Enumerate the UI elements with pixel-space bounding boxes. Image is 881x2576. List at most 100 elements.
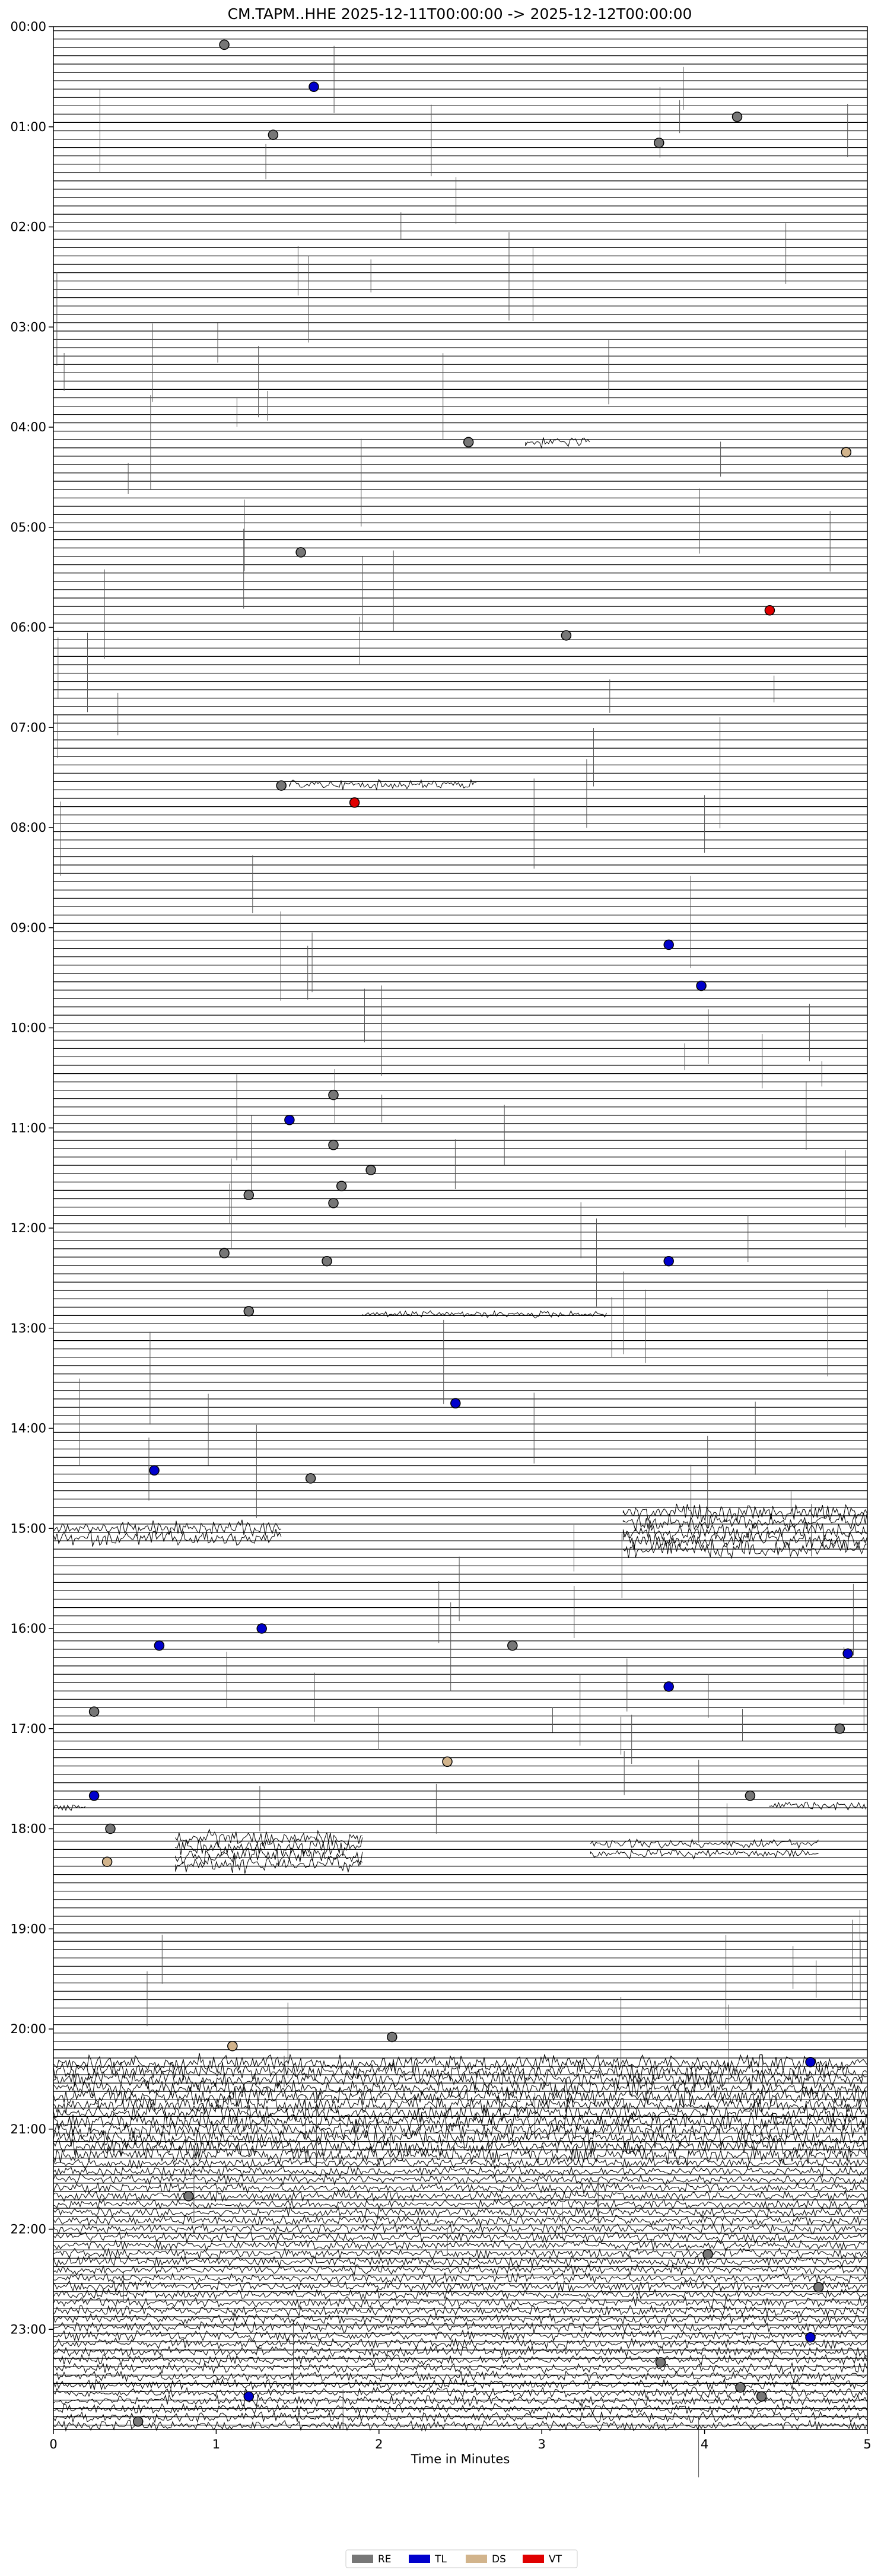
event-marker-tl bbox=[284, 1115, 295, 1125]
event-marker-ds bbox=[841, 447, 852, 457]
event-marker-re bbox=[834, 1723, 845, 1734]
y-tick-label: 00:00 bbox=[10, 20, 46, 34]
y-tick-label: 13:00 bbox=[10, 1321, 46, 1335]
event-marker-re bbox=[735, 2382, 746, 2393]
event-marker-re bbox=[305, 1473, 316, 1484]
event-marker-tl bbox=[154, 1640, 165, 1651]
x-tick-label: 2 bbox=[375, 2437, 383, 2451]
activity-band-0 bbox=[525, 437, 590, 449]
event-marker-ds bbox=[442, 1756, 453, 1767]
event-marker-re bbox=[328, 1140, 339, 1150]
legend-swatch-tl bbox=[409, 2555, 430, 2563]
event-markers bbox=[88, 39, 853, 2427]
event-marker-re bbox=[702, 2249, 713, 2260]
y-tick-label: 07:00 bbox=[10, 720, 46, 734]
event-marker-re bbox=[328, 1089, 339, 1101]
event-marker-re bbox=[328, 1198, 339, 1209]
y-tick-label: 23:00 bbox=[10, 2322, 46, 2336]
y-tick-label: 10:00 bbox=[10, 1021, 46, 1035]
legend-swatch-ds bbox=[466, 2555, 487, 2563]
event-marker-ds bbox=[101, 1856, 113, 1867]
y-axis: 00:00 01:00 02:00 03:00 04:00 05:00 06:00 07:00… bbox=[10, 20, 53, 2336]
activity-bands bbox=[53, 437, 867, 2432]
activity-band-7 bbox=[175, 1828, 363, 1874]
activity-band-10 bbox=[53, 2157, 867, 2432]
event-marker-re bbox=[276, 780, 287, 791]
event-marker-re bbox=[463, 437, 474, 448]
legend-label-ds: DS bbox=[492, 2553, 506, 2565]
event-marker-tl bbox=[88, 1791, 100, 1801]
event-marker-re bbox=[655, 2357, 666, 2368]
event-marker-tl bbox=[243, 2391, 255, 2402]
event-marker-tl bbox=[149, 1465, 160, 1476]
activity-band-9 bbox=[53, 2053, 867, 2166]
event-marker-re bbox=[654, 138, 664, 148]
activity-band-2 bbox=[362, 1310, 607, 1319]
event-marker-re bbox=[243, 1306, 255, 1316]
y-tick-label: 04:00 bbox=[10, 420, 46, 434]
event-marker-re bbox=[813, 2282, 824, 2293]
event-marker-re bbox=[731, 112, 743, 122]
activity-band-1 bbox=[289, 778, 477, 791]
event-marker-tl bbox=[450, 1398, 461, 1409]
y-tick-label: 01:00 bbox=[10, 120, 46, 134]
event-marker-re bbox=[105, 1823, 116, 1834]
y-tick-label: 14:00 bbox=[10, 1421, 46, 1436]
event-marker-tl bbox=[308, 81, 319, 93]
x-tick-label: 1 bbox=[212, 2437, 220, 2451]
y-tick-label: 22:00 bbox=[10, 2222, 46, 2237]
activity-band-4 bbox=[622, 1503, 867, 1560]
event-marker-re bbox=[219, 1248, 230, 1258]
y-tick-label: 21:00 bbox=[10, 2122, 46, 2136]
y-tick-label: 06:00 bbox=[10, 621, 46, 635]
x-axis: 0 1 2 3 4 5 bbox=[49, 2429, 872, 2451]
activity-band-5 bbox=[53, 1804, 86, 1811]
activity-band-6 bbox=[769, 1801, 866, 1811]
trace-baselines bbox=[53, 30, 867, 2426]
event-marker-tl bbox=[663, 1255, 674, 1267]
legend-label-vt: VT bbox=[549, 2553, 562, 2565]
event-marker-re bbox=[295, 547, 306, 558]
x-tick-label: 3 bbox=[538, 2437, 546, 2451]
event-marker-ds bbox=[227, 2040, 238, 2052]
event-marker-re bbox=[243, 1190, 255, 1201]
event-marker-vt bbox=[349, 797, 360, 808]
event-marker-vt bbox=[764, 605, 775, 616]
event-marker-re bbox=[183, 2191, 194, 2202]
legend-swatch-vt bbox=[523, 2555, 544, 2563]
legend: RE TL DS VT bbox=[345, 2549, 578, 2568]
chart-title: CM.TAPM..HHE 2025-12-11T00:00:00 -> 2025… bbox=[228, 5, 692, 23]
activity-band-3 bbox=[53, 1519, 282, 1547]
y-tick-label: 05:00 bbox=[10, 520, 46, 535]
activity-band-8 bbox=[590, 1838, 819, 1860]
x-tick-label: 5 bbox=[863, 2437, 871, 2451]
y-tick-label: 08:00 bbox=[10, 820, 46, 835]
y-tick-label: 09:00 bbox=[10, 921, 46, 935]
event-marker-tl bbox=[805, 2056, 816, 2068]
event-marker-re bbox=[336, 1181, 347, 1191]
x-tick-label: 0 bbox=[49, 2437, 57, 2451]
event-marker-tl bbox=[256, 1623, 267, 1634]
event-marker-tl bbox=[805, 2332, 816, 2343]
y-tick-label: 16:00 bbox=[10, 1621, 46, 1636]
legend-label-re: RE bbox=[378, 2553, 392, 2565]
y-tick-label: 02:00 bbox=[10, 220, 46, 234]
y-tick-label: 03:00 bbox=[10, 320, 46, 334]
event-marker-re bbox=[387, 2031, 397, 2043]
y-tick-label: 19:00 bbox=[10, 1922, 46, 1936]
y-tick-label: 20:00 bbox=[10, 2022, 46, 2036]
event-marker-tl bbox=[663, 939, 674, 950]
event-marker-re bbox=[88, 1706, 100, 1717]
y-tick-label: 15:00 bbox=[10, 1521, 46, 1535]
event-marker-re bbox=[132, 2416, 144, 2427]
y-tick-label: 12:00 bbox=[10, 1221, 46, 1235]
event-marker-re bbox=[365, 1165, 376, 1175]
event-marker-re bbox=[322, 1255, 332, 1267]
event-marker-tl bbox=[696, 980, 707, 991]
event-marker-re bbox=[507, 1640, 518, 1651]
event-marker-re bbox=[219, 39, 230, 50]
trace-spikes bbox=[56, 46, 864, 2478]
seismic-traces bbox=[53, 30, 867, 2478]
event-marker-re bbox=[756, 2391, 767, 2402]
event-marker-re bbox=[268, 129, 279, 141]
